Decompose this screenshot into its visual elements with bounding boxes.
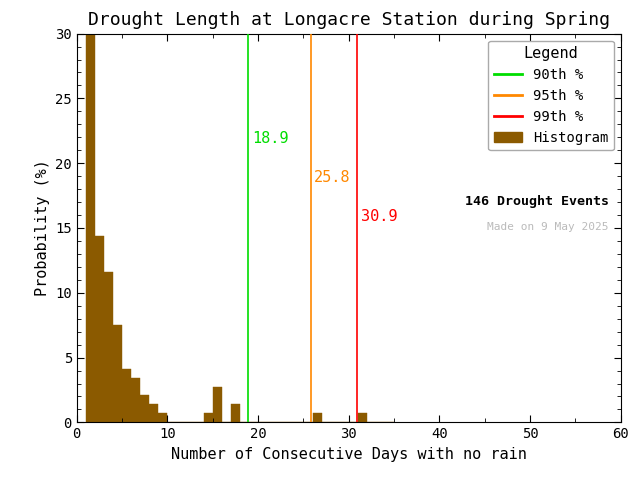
Legend: 90th %, 95th %, 99th %, Histogram: 90th %, 95th %, 99th %, Histogram [488, 40, 614, 150]
Text: 25.8: 25.8 [314, 169, 351, 185]
Text: Made on 9 May 2025: Made on 9 May 2025 [487, 222, 609, 232]
Title: Drought Length at Longacre Station during Spring: Drought Length at Longacre Station durin… [88, 11, 610, 29]
Bar [158, 413, 168, 422]
Bar [113, 325, 122, 422]
Bar [95, 236, 104, 422]
Bar [231, 404, 240, 422]
Bar [131, 378, 140, 422]
Bar [86, 32, 95, 422]
Text: 30.9: 30.9 [360, 208, 397, 224]
Bar [122, 369, 131, 422]
Bar [212, 387, 222, 422]
Bar [358, 413, 367, 422]
Bar [312, 413, 321, 422]
Bar [204, 413, 212, 422]
Text: 18.9: 18.9 [252, 131, 288, 146]
X-axis label: Number of Consecutive Days with no rain: Number of Consecutive Days with no rain [171, 447, 527, 462]
Bar [140, 395, 149, 422]
Bar [149, 404, 158, 422]
Bar [104, 272, 113, 422]
Text: 146 Drought Events: 146 Drought Events [465, 195, 609, 208]
Y-axis label: Probability (%): Probability (%) [35, 159, 50, 297]
